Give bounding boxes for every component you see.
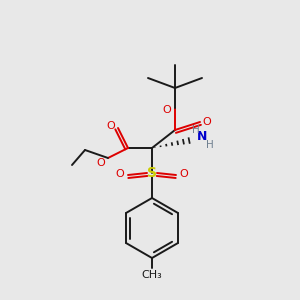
Text: O: O — [163, 105, 171, 115]
Text: O: O — [116, 169, 124, 179]
Text: O: O — [202, 117, 211, 127]
Text: O: O — [106, 121, 116, 131]
Text: O: O — [97, 158, 105, 168]
Text: O: O — [180, 169, 188, 179]
Text: N: N — [197, 130, 207, 143]
Text: H: H — [206, 140, 214, 150]
Text: S: S — [147, 166, 157, 180]
Text: H: H — [192, 125, 200, 135]
Text: CH₃: CH₃ — [142, 270, 162, 280]
